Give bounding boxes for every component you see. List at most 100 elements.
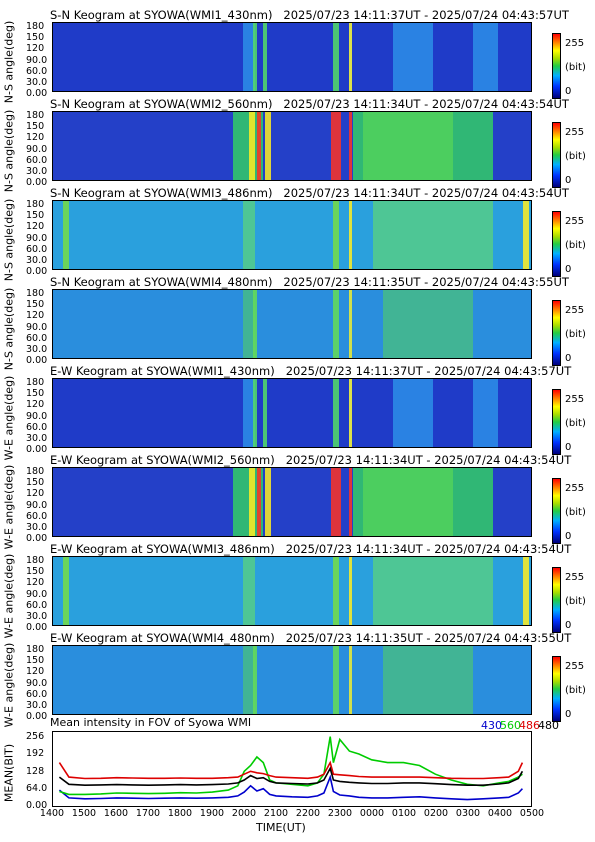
mean-xtick: 0000 [359, 808, 385, 819]
mean-xtick: 1700 [135, 808, 161, 819]
mean-xtick: 2200 [295, 808, 321, 819]
keogram-plot [52, 645, 532, 715]
keogram-image [53, 557, 531, 625]
mean-xtick: 2300 [327, 808, 353, 819]
angle-tick: 180 [26, 288, 45, 299]
legend-486: 486 [519, 719, 540, 732]
legend-480: 480 [538, 719, 559, 732]
angle-tick: 90.0 [26, 321, 48, 333]
mean-xtick: 0200 [423, 808, 449, 819]
mean-panel-title: Mean intensity in FOV of Syowa WMI [50, 716, 252, 729]
colorbar-unit: (bit) [565, 685, 586, 696]
angle-tick: 180 [26, 555, 45, 566]
angle-tick: 150 [26, 477, 45, 489]
angle-tick: 120 [26, 221, 45, 233]
keogram-panel: S-N Keogram at SYOWA(WMI1_430nm) 2025/07… [0, 8, 595, 103]
angle-tick: 30.0 [26, 522, 48, 533]
keogram-title: S-N Keogram at SYOWA(WMI3_486nm) 2025/07… [50, 186, 569, 200]
angle-tick: 60.0 [26, 421, 48, 433]
keogram-title: E-W Keogram at SYOWA(WMI3_486nm) 2025/07… [50, 542, 572, 556]
colorbar-min: 0 [565, 531, 572, 542]
keogram-title: E-W Keogram at SYOWA(WMI2_560nm) 2025/07… [50, 453, 572, 467]
angle-tick: 30.0 [26, 700, 48, 711]
keogram-panel: E-W Keogram at SYOWA(WMI2_560nm) 2025/07… [0, 453, 595, 549]
colorbar-max: 255 [565, 216, 585, 227]
colorbar-max: 255 [565, 305, 585, 316]
angle-tick: 0.00 [26, 266, 48, 278]
colorbar-min: 0 [565, 175, 572, 186]
series-line-560 [59, 736, 523, 796]
angle-tick: 90.0 [26, 410, 48, 422]
angle-tick: 30.0 [26, 77, 48, 88]
colorbar-max: 255 [565, 483, 585, 494]
angle-tick: 180 [26, 21, 45, 32]
series-line-486 [58, 760, 524, 780]
colorbar-max: 255 [565, 661, 585, 672]
mean-xtick: 0500 [519, 808, 545, 819]
colorbar [552, 122, 561, 188]
angle-tick: 180 [26, 110, 45, 121]
mean-xtick: 0400 [487, 808, 513, 819]
angle-tick: 0.00 [26, 711, 48, 723]
colorbar-unit: (bit) [565, 62, 586, 73]
angle-tick: 90.0 [26, 232, 48, 244]
colorbar-min: 0 [565, 620, 572, 631]
angle-tick: 90.0 [26, 499, 48, 511]
mean-intensity-svg [58, 736, 524, 801]
colorbar [552, 33, 561, 99]
angle-tick: 150 [26, 566, 45, 578]
keogram-panel: S-N Keogram at SYOWA(WMI4_480nm) 2025/07… [0, 275, 595, 371]
colorbar [552, 389, 561, 455]
mean-xtick: 1900 [199, 808, 225, 819]
keogram-ylabel: N-S angle(deg) [2, 198, 16, 282]
mean-xtick: 1800 [167, 808, 193, 819]
keogram-title: S-N Keogram at SYOWA(WMI4_480nm) 2025/07… [50, 275, 569, 289]
keogram-panel: E-W Keogram at SYOWA(WMI3_486nm) 2025/07… [0, 542, 595, 639]
angle-tick: 150 [26, 388, 45, 400]
angle-tick: 120 [26, 132, 45, 144]
keogram-image [53, 201, 531, 269]
legend-430: 430 [481, 719, 502, 732]
mean-xtick: 1600 [103, 808, 129, 819]
keogram-panel: S-N Keogram at SYOWA(WMI2_560nm) 2025/07… [0, 97, 595, 192]
colorbar-max: 255 [565, 394, 585, 405]
mean-ytick: 64.0 [26, 782, 48, 794]
angle-tick: 60.0 [26, 599, 48, 611]
angle-tick: 180 [26, 466, 45, 477]
keogram-title: E-W Keogram at SYOWA(WMI1_430nm) 2025/07… [50, 364, 572, 378]
angle-tick: 150 [26, 210, 45, 222]
angle-tick: 90.0 [26, 677, 48, 689]
colorbar [552, 478, 561, 544]
mean-ytick: 256 [26, 731, 45, 742]
colorbar-unit: (bit) [565, 418, 586, 429]
mean-xtick: 2100 [263, 808, 289, 819]
colorbar-min: 0 [565, 86, 572, 97]
keogram-plot [52, 556, 532, 626]
angle-tick: 30.0 [26, 433, 48, 444]
colorbar-max: 255 [565, 38, 585, 49]
mean-xtick: 1500 [71, 808, 97, 819]
angle-tick: 150 [26, 655, 45, 667]
angle-tick: 120 [26, 399, 45, 411]
keogram-image [53, 379, 531, 447]
keogram-ylabel: N-S angle(deg) [2, 287, 16, 371]
mean-ytick: 0.00 [26, 800, 48, 812]
colorbar-max: 255 [565, 572, 585, 583]
angle-tick: 0.00 [26, 533, 48, 545]
keogram-ylabel: W-E angle(deg) [2, 375, 16, 461]
keogram-image [53, 468, 531, 536]
keogram-ylabel: W-E angle(deg) [2, 553, 16, 639]
colorbar [552, 300, 561, 366]
colorbar-min: 0 [565, 442, 572, 453]
angle-tick: 0.00 [26, 444, 48, 456]
keogram-image [53, 23, 531, 91]
colorbar [552, 211, 561, 277]
mean-xtick: 2000 [231, 808, 257, 819]
colorbar-unit: (bit) [565, 151, 586, 162]
keogram-panel: E-W Keogram at SYOWA(WMI4_480nm) 2025/07… [0, 631, 595, 727]
keogram-plot [52, 111, 532, 181]
angle-tick: 0.00 [26, 177, 48, 189]
mean-intensity-plot [52, 731, 532, 807]
angle-tick: 180 [26, 377, 45, 388]
angle-tick: 60.0 [26, 332, 48, 344]
